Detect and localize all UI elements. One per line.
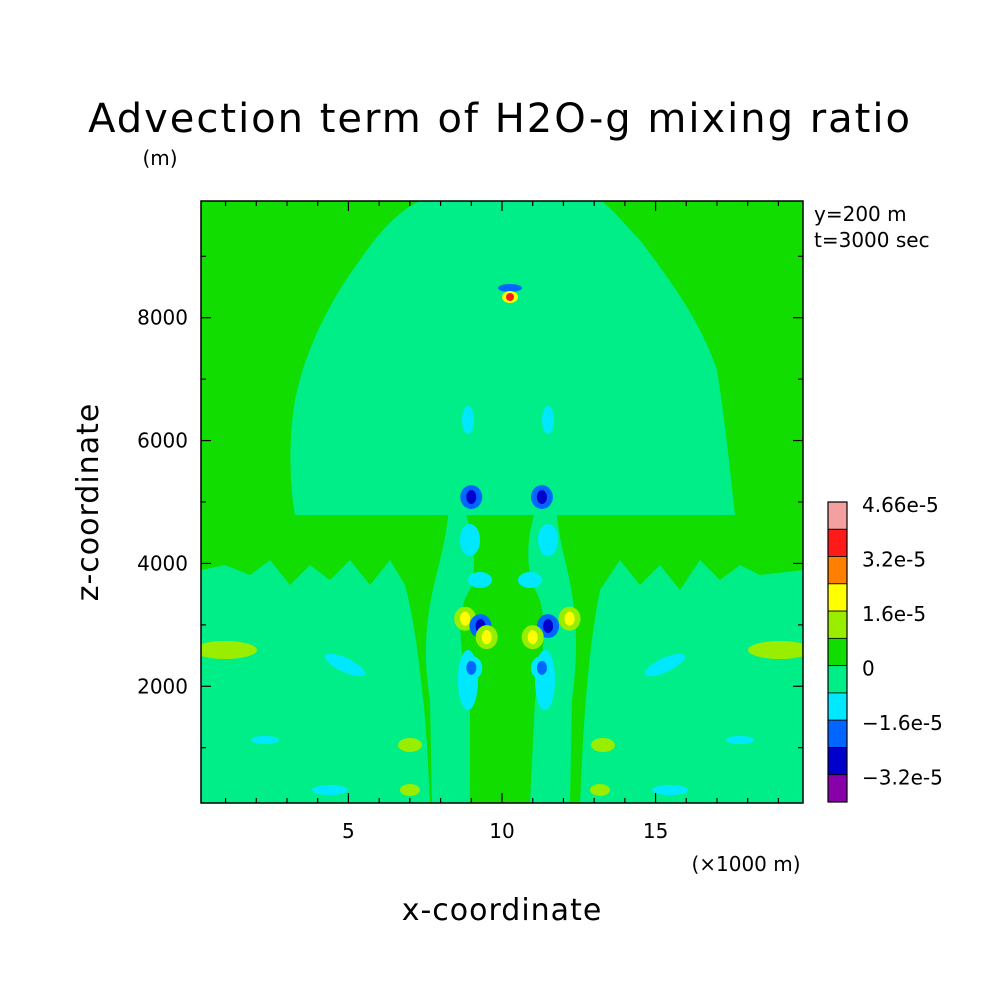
streak-left-1 <box>324 653 366 677</box>
feature-core-5 <box>564 611 575 626</box>
colorbar-swatch <box>827 501 848 530</box>
streak-bottom-left <box>312 785 348 795</box>
cyan-col-left-mid <box>460 524 480 556</box>
feature-core-4 <box>460 611 471 626</box>
y-unit-label: (m) <box>142 146 177 170</box>
yellowgreen-blob-right <box>591 738 615 752</box>
inner-negative-patch-left <box>405 427 475 803</box>
chart-title: Advection term of H2O-g mixing ratio <box>88 96 912 142</box>
top-negative-spot <box>498 284 522 292</box>
streak-right-2 <box>726 736 754 744</box>
cyan-col-left-upper <box>462 406 474 434</box>
colorbar-swatch <box>827 637 848 667</box>
colorbar-label: 4.66e-5 <box>862 493 939 517</box>
colorbar-swatch <box>827 719 848 748</box>
colorbar-frame <box>827 501 848 803</box>
feature-core-10 <box>466 660 477 675</box>
cyan-center-mid-r <box>518 572 542 588</box>
plot-area <box>201 201 803 803</box>
feature-core-3 <box>536 490 547 505</box>
feature-core-8 <box>481 630 492 645</box>
annotation-t: t=3000 sec <box>814 228 930 252</box>
annotation-y: y=200 m <box>814 202 907 226</box>
colorbar: 4.66e-5 3.2e-5 1.6e-5 0 −1.6e-5 −3.2e-5 <box>827 493 943 803</box>
cyan-col-right-mid <box>538 524 558 556</box>
lower-positive-region <box>201 515 803 803</box>
upper-negative-patch-left <box>410 237 457 360</box>
colorbar-swatch <box>827 583 848 612</box>
colorbar-label: 1.6e-5 <box>862 602 926 626</box>
top-positive-spot-inner <box>506 293 514 301</box>
x-unit-label: (×1000 m) <box>691 852 800 876</box>
streak-left-2 <box>251 736 279 744</box>
y-axis-label: z-coordinate <box>71 403 106 602</box>
cyan-center-mid <box>468 572 492 588</box>
yellowgreen-blob-left <box>398 738 422 752</box>
colorbar-label: 3.2e-5 <box>862 548 926 572</box>
cyan-col-right-upper <box>542 406 554 434</box>
edge-lens-left <box>201 641 257 659</box>
colorbar-label: −1.6e-5 <box>862 711 943 735</box>
axis-tick-labels: 5 10 15 2000 4000 6000 8000 <box>137 306 668 843</box>
colorbar-swatch <box>827 556 848 585</box>
x-tick-label: 10 <box>489 819 514 843</box>
y-tick-label: 4000 <box>137 551 188 575</box>
axis-ticks <box>201 201 803 803</box>
streak-right-1 <box>644 653 686 677</box>
colorbar-swatch <box>827 747 848 776</box>
feature-core-7 <box>543 619 554 634</box>
yellowgreen-blob-left-bottom <box>400 784 420 796</box>
x-axis-label: x-coordinate <box>402 893 603 928</box>
streak-bottom-right <box>652 785 688 795</box>
feature-core-9 <box>527 630 538 645</box>
extrema-features <box>454 485 581 680</box>
colorbar-swatch <box>827 610 848 639</box>
upper-negative-patch-right <box>543 237 590 360</box>
colorbar-label: 0 <box>862 657 875 681</box>
edge-lens-right <box>748 641 803 659</box>
central-positive-region <box>201 201 803 515</box>
colorbar-label: −3.2e-5 <box>862 766 943 790</box>
colorbar-swatch <box>827 774 848 803</box>
y-tick-label: 2000 <box>137 674 188 698</box>
colorbar-swatch <box>827 692 848 721</box>
x-tick-label: 5 <box>342 819 355 843</box>
colorbar-swatch <box>827 528 848 557</box>
feature-core-11 <box>536 660 547 675</box>
y-tick-label: 6000 <box>137 429 188 453</box>
colorbar-swatch <box>827 665 848 694</box>
x-tick-label: 15 <box>643 819 668 843</box>
top-center-patch <box>470 201 540 280</box>
feature-core-2 <box>466 490 477 505</box>
y-tick-label: 8000 <box>137 306 188 330</box>
yellowgreen-blob-right-bottom <box>590 784 610 796</box>
